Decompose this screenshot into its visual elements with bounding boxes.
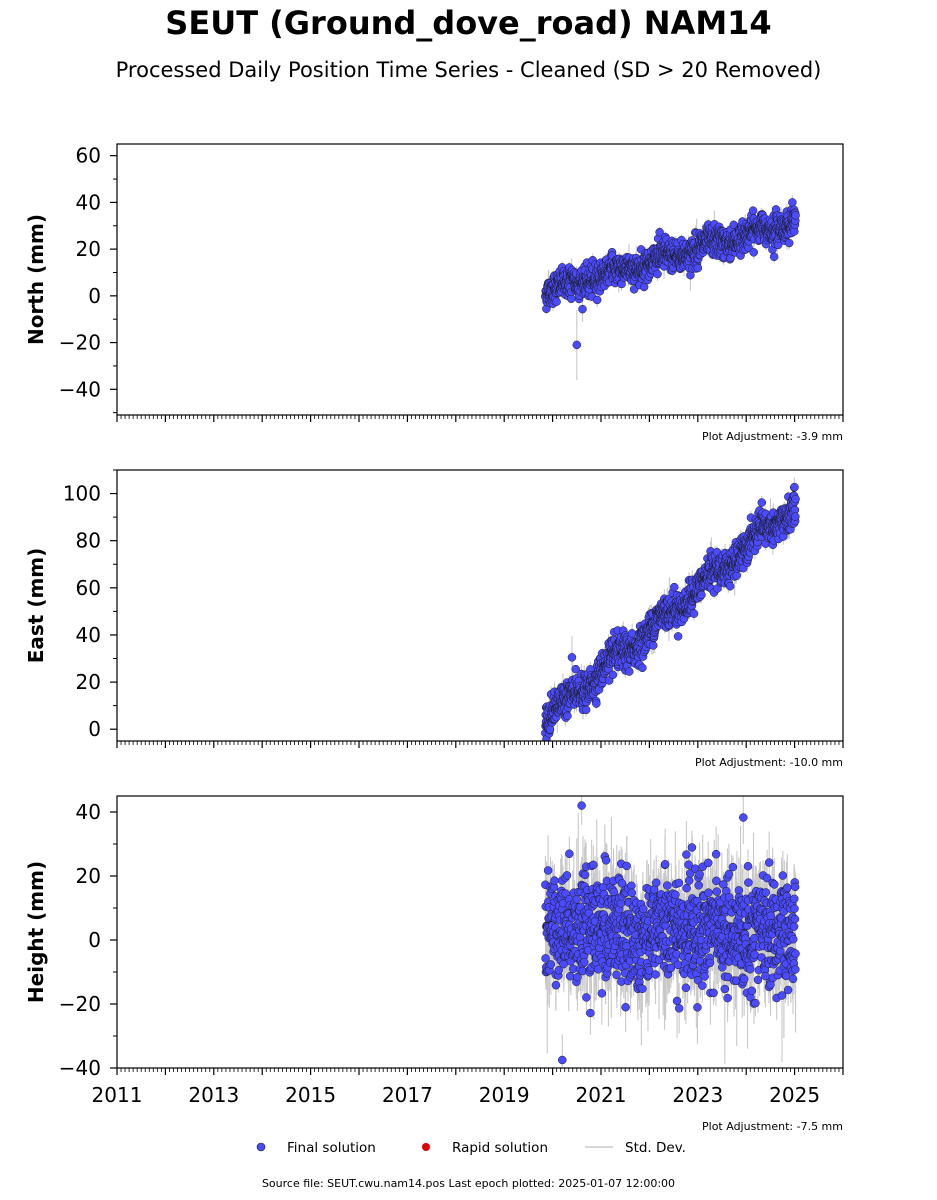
- data-point: [627, 629, 637, 638]
- data-point: [749, 248, 758, 257]
- y-tick-label: 40: [76, 190, 101, 214]
- data-point: [552, 297, 561, 306]
- data-point: [545, 725, 555, 734]
- final-solution-points: [541, 198, 800, 350]
- data-point: [567, 653, 577, 662]
- data-point: [788, 198, 797, 207]
- data-point: [670, 582, 679, 592]
- data-point: [732, 571, 741, 580]
- data-point: [790, 482, 799, 492]
- data-point: [581, 705, 591, 715]
- data-point: [608, 670, 618, 680]
- data-point: [571, 664, 580, 674]
- y-tick-label: 100: [63, 482, 101, 506]
- north-panel: 60 40 20 0 −20 −40 North (mm) Plot Adjustment: …: [24, 143, 844, 443]
- chart-title: SEUT (Ground_dove_road) NAM14: [165, 4, 772, 42]
- y-tick-label: 0: [88, 284, 101, 308]
- y-tick-label: 80: [76, 529, 101, 553]
- data-point: [572, 340, 582, 350]
- plot-frame: [116, 143, 844, 416]
- y-tick-label: 0: [88, 717, 101, 741]
- data-point: [624, 667, 634, 676]
- data-point: [791, 211, 800, 220]
- data-point: [578, 304, 587, 314]
- final-solution-points: [541, 482, 800, 741]
- chart-subtitle: Processed Daily Position Time Series - C…: [115, 58, 822, 82]
- data-point: [757, 498, 767, 507]
- data-point: [791, 494, 800, 504]
- plot-area: [541, 477, 800, 741]
- data-point: [638, 663, 647, 673]
- plot-frame: [116, 469, 844, 742]
- y-axis-label: North (mm): [24, 214, 48, 345]
- data-point: [697, 590, 706, 600]
- data-point: [592, 699, 601, 708]
- data-point: [648, 641, 658, 650]
- y-tick-label: 20: [76, 670, 101, 694]
- data-point: [655, 227, 664, 237]
- y-tick-label: −40: [59, 377, 101, 401]
- y-tick-label: 20: [76, 237, 101, 261]
- data-point: [725, 581, 735, 591]
- data-point: [784, 238, 794, 248]
- data-point: [673, 632, 683, 641]
- plot-area: [541, 195, 800, 380]
- data-point: [639, 282, 649, 292]
- data-point: [592, 295, 602, 305]
- data-point: [748, 206, 758, 215]
- y-tick-label: −20: [59, 331, 101, 355]
- data-point: [693, 263, 703, 273]
- data-point: [563, 711, 572, 721]
- y-tick-label: 60: [76, 576, 101, 600]
- data-point: [791, 512, 800, 521]
- y-tick-label: 60: [76, 144, 101, 168]
- data-point: [769, 252, 779, 262]
- data-point: [653, 269, 662, 279]
- plot-adjustment-note: Plot Adjustment: -3.9 mm: [702, 430, 843, 443]
- data-point: [689, 609, 699, 618]
- y-tick-label: 40: [76, 623, 101, 647]
